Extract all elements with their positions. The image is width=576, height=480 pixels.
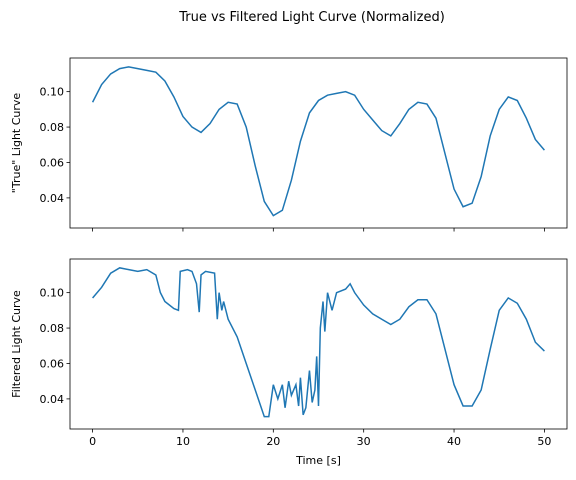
- y-tick-label: 0.06: [40, 357, 65, 370]
- y-tick-label: 0.08: [40, 322, 65, 335]
- figure-title: True vs Filtered Light Curve (Normalized…: [178, 10, 445, 25]
- axes-frame: [69, 258, 568, 430]
- x-tick-label: 40: [447, 435, 461, 448]
- data-line: [91, 66, 545, 217]
- x-tick-label: 10: [176, 435, 190, 448]
- x-tick-label: 30: [357, 435, 371, 448]
- y-tick-label: 0.04: [40, 393, 65, 406]
- x-tick-label: 20: [266, 435, 280, 448]
- x-tick-label: 0: [89, 435, 96, 448]
- y-tick-label: 0.04: [40, 192, 65, 205]
- y-tick-label: 0.08: [40, 121, 65, 134]
- y-axis-label: "True" Light Curve: [10, 93, 23, 194]
- y-tick-label: 0.10: [40, 86, 65, 99]
- x-axis-label: Time [s]: [295, 454, 341, 467]
- data-line: [92, 267, 545, 418]
- axes-frame: [69, 57, 568, 229]
- x-tick-label: 50: [537, 435, 551, 448]
- y-tick-label: 0.06: [40, 156, 65, 169]
- y-tick-label: 0.10: [40, 287, 65, 300]
- y-axis-label: Filtered Light Curve: [10, 290, 23, 398]
